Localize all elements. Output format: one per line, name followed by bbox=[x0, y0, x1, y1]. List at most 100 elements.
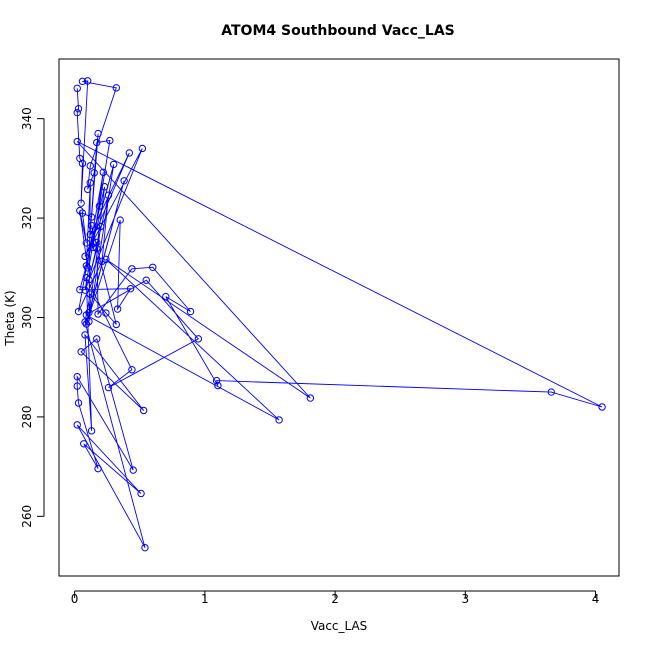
data-point bbox=[109, 160, 118, 169]
y-tick-label: 300 bbox=[20, 306, 34, 329]
data-point bbox=[214, 381, 222, 390]
data-point bbox=[77, 199, 85, 207]
data-point bbox=[129, 466, 137, 474]
data-point bbox=[78, 159, 87, 168]
data-point bbox=[77, 348, 85, 356]
y-axis-label: Theta (K) bbox=[3, 290, 17, 346]
data-point bbox=[87, 427, 96, 435]
data-point bbox=[94, 464, 102, 473]
y-tick-label: 260 bbox=[20, 505, 34, 528]
x-tick-label: 4 bbox=[592, 592, 600, 606]
x-axis-label: Vacc_LAS bbox=[311, 619, 368, 633]
data-point bbox=[82, 239, 91, 247]
data-point bbox=[98, 257, 106, 266]
data-point bbox=[93, 238, 101, 247]
data-point bbox=[112, 320, 121, 329]
data-point bbox=[73, 372, 81, 381]
data-point bbox=[81, 318, 89, 326]
data-point bbox=[96, 222, 105, 231]
data-point bbox=[116, 216, 124, 224]
data-point bbox=[89, 243, 97, 252]
data-point bbox=[73, 421, 81, 429]
data-point bbox=[74, 399, 83, 407]
data-point bbox=[128, 265, 136, 273]
data-point bbox=[74, 105, 83, 113]
data-point bbox=[128, 365, 136, 374]
data-point bbox=[598, 403, 606, 411]
data-point bbox=[113, 305, 122, 313]
data-point bbox=[86, 290, 94, 298]
data-point bbox=[137, 489, 145, 498]
data-point bbox=[547, 388, 555, 396]
data-point bbox=[149, 263, 157, 271]
data-point bbox=[83, 185, 92, 193]
y-axis: 260 280 300 320 340 bbox=[20, 107, 45, 528]
data-point bbox=[86, 162, 94, 170]
data-point bbox=[86, 230, 94, 239]
data-point bbox=[95, 202, 104, 210]
data-point bbox=[82, 320, 91, 328]
x-tick-label: 3 bbox=[462, 592, 470, 606]
data-point bbox=[82, 311, 91, 319]
data-point bbox=[102, 255, 110, 264]
data-point bbox=[120, 177, 128, 185]
data-point bbox=[104, 191, 113, 199]
data-point bbox=[125, 149, 134, 157]
x-tick-label: 2 bbox=[331, 592, 339, 606]
x-axis: 0 1 2 3 4 bbox=[71, 590, 600, 606]
data-point bbox=[139, 406, 148, 415]
data-point bbox=[93, 335, 101, 343]
data-point bbox=[82, 262, 91, 270]
data-point bbox=[126, 284, 135, 293]
data-point bbox=[78, 77, 87, 86]
data-point bbox=[106, 136, 114, 145]
data-point bbox=[99, 168, 107, 177]
data-point bbox=[83, 264, 92, 272]
data-point bbox=[76, 285, 84, 294]
y-tick-label: 280 bbox=[20, 405, 34, 428]
data-point bbox=[87, 221, 96, 230]
data-point bbox=[104, 383, 113, 392]
data-point bbox=[80, 440, 88, 448]
data-point bbox=[87, 213, 96, 221]
chart-title: ATOM4 Southbound Vacc_LAS bbox=[221, 23, 455, 39]
y-tick-label: 340 bbox=[20, 107, 34, 130]
data-point bbox=[100, 183, 109, 191]
data-series bbox=[73, 77, 606, 552]
x-tick-label: 1 bbox=[201, 592, 209, 606]
data-point bbox=[76, 206, 84, 215]
data-point bbox=[73, 382, 81, 390]
data-point bbox=[93, 138, 101, 147]
data-point bbox=[73, 137, 81, 146]
data-point bbox=[141, 543, 149, 552]
x-tick-label: 0 bbox=[71, 592, 79, 606]
data-point bbox=[306, 394, 315, 402]
data-point bbox=[186, 307, 195, 316]
data-point bbox=[194, 335, 203, 343]
data-point bbox=[85, 317, 93, 326]
data-point bbox=[90, 169, 98, 177]
data-point bbox=[74, 307, 83, 316]
y-tick-label: 320 bbox=[20, 207, 34, 230]
data-point bbox=[81, 286, 89, 294]
data-point bbox=[142, 276, 150, 284]
data-point bbox=[83, 77, 92, 85]
data-point bbox=[212, 376, 221, 385]
data-point bbox=[138, 144, 147, 153]
data-point bbox=[73, 108, 81, 117]
data-point bbox=[94, 129, 102, 138]
data-point bbox=[94, 310, 102, 318]
data-point bbox=[275, 416, 283, 424]
data-point bbox=[86, 179, 94, 187]
data-point bbox=[162, 292, 170, 301]
data-point bbox=[81, 252, 89, 261]
data-point bbox=[73, 84, 81, 93]
data-point bbox=[112, 84, 121, 92]
data-point bbox=[78, 209, 87, 217]
data-point bbox=[85, 308, 93, 317]
data-point bbox=[81, 331, 89, 339]
data-point bbox=[82, 274, 91, 282]
data-point bbox=[102, 309, 110, 317]
